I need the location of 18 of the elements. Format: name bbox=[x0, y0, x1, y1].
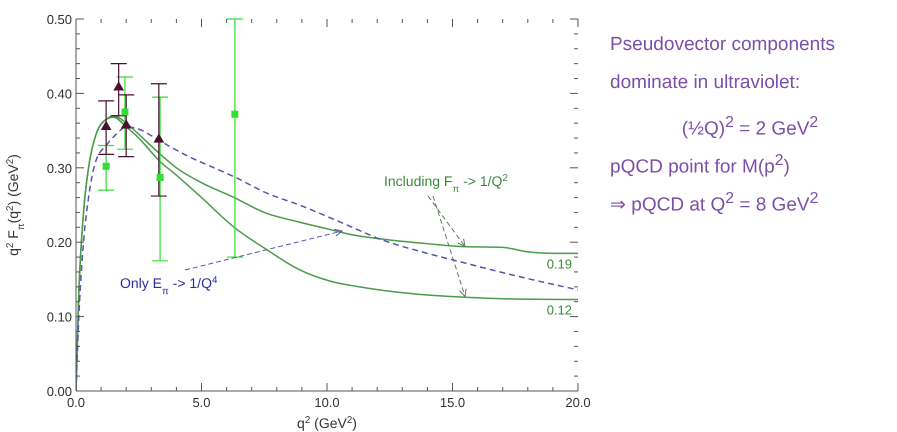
x-tick-label: 10.0 bbox=[314, 395, 340, 410]
x-axis-title: q$^{2}$ (GeV$^{2}$) bbox=[297, 414, 357, 431]
text: ⇒ pQCD at Q$^{2}$ = 8 GeV$^{2}$ bbox=[610, 189, 820, 218]
y-tick-label: 0.50 bbox=[46, 12, 72, 27]
annotation: 0.12 bbox=[546, 302, 572, 318]
x-tick-label: 15.0 bbox=[440, 395, 466, 410]
y-tick-label: 0.30 bbox=[46, 160, 72, 176]
y-tick-label: 0.20 bbox=[46, 235, 72, 250]
text: pQCD point for M(p$^{2}$) bbox=[610, 151, 791, 180]
text: Pseudovector components dominate in ultraviolet: bbox=[610, 33, 836, 95]
x-tick-label: 5.0 bbox=[192, 395, 211, 410]
y-tick-label: 0.40 bbox=[46, 86, 72, 102]
annotation: Only E$_{π}$ -> 1/Q$^{4}$ bbox=[120, 274, 218, 296]
x-tick-label: 20.0 bbox=[565, 395, 591, 410]
annotation: Including F$_{π}$ -> 1/Q$^{2}$ bbox=[384, 172, 508, 194]
y-tick-label: 0.10 bbox=[46, 310, 72, 325]
text: (½Q)$^{2}$ = 2 GeV$^{2}$ bbox=[680, 113, 820, 142]
annotation: 0.19 bbox=[546, 256, 572, 272]
